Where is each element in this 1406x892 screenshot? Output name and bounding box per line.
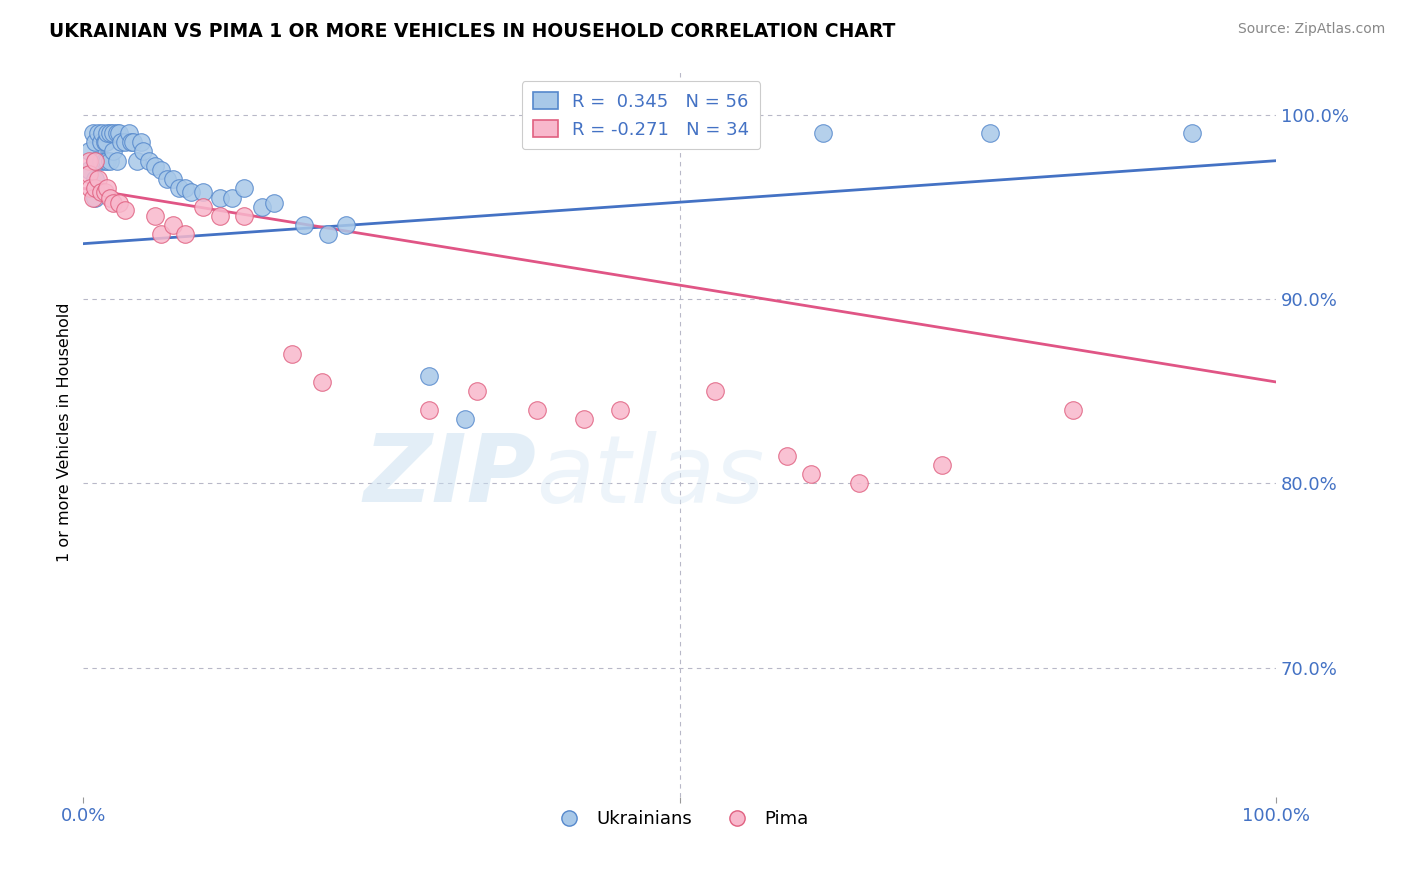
- Point: [132, 145, 155, 159]
- Point: [848, 476, 870, 491]
- Point: [526, 402, 548, 417]
- Point: [129, 135, 152, 149]
- Point: [125, 153, 148, 168]
- Point: [94, 153, 117, 168]
- Point: [90, 153, 112, 168]
- Point: [233, 209, 256, 223]
- Point: [98, 153, 121, 168]
- Point: [105, 153, 128, 168]
- Point: [117, 126, 139, 140]
- Point: [138, 153, 160, 168]
- Point: [620, 126, 643, 140]
- Point: [77, 145, 100, 159]
- Point: [143, 209, 166, 223]
- Point: [316, 227, 339, 242]
- Legend: Ukrainians, Pima: Ukrainians, Pima: [544, 803, 815, 835]
- Point: [82, 191, 104, 205]
- Point: [149, 162, 172, 177]
- Point: [77, 162, 100, 177]
- Point: [574, 412, 596, 426]
- Y-axis label: 1 or more Vehicles in Household: 1 or more Vehicles in Household: [58, 303, 72, 562]
- Point: [122, 135, 145, 149]
- Point: [120, 135, 142, 149]
- Point: [740, 126, 762, 140]
- Point: [84, 153, 107, 168]
- Point: [86, 172, 108, 186]
- Point: [800, 467, 823, 482]
- Point: [94, 185, 117, 199]
- Point: [96, 181, 118, 195]
- Point: [105, 126, 128, 140]
- Point: [609, 402, 631, 417]
- Point: [292, 219, 315, 233]
- Text: atlas: atlas: [537, 431, 765, 522]
- Point: [335, 219, 357, 233]
- Point: [84, 181, 107, 195]
- Point: [98, 126, 121, 140]
- Point: [311, 375, 333, 389]
- Point: [84, 153, 107, 168]
- Point: [281, 347, 304, 361]
- Point: [162, 172, 184, 186]
- Point: [98, 191, 121, 205]
- Point: [173, 227, 195, 242]
- Point: [979, 126, 1001, 140]
- Point: [454, 412, 477, 426]
- Point: [96, 153, 118, 168]
- Point: [90, 185, 112, 199]
- Point: [173, 181, 195, 195]
- Point: [418, 402, 440, 417]
- Point: [931, 458, 953, 472]
- Point: [191, 185, 214, 199]
- Point: [82, 126, 104, 140]
- Point: [96, 126, 118, 140]
- Point: [250, 200, 273, 214]
- Point: [101, 145, 124, 159]
- Point: [149, 227, 172, 242]
- Point: [209, 209, 232, 223]
- Point: [191, 200, 214, 214]
- Point: [101, 196, 124, 211]
- Point: [776, 449, 799, 463]
- Point: [704, 384, 727, 399]
- Point: [114, 203, 136, 218]
- Point: [77, 167, 100, 181]
- Point: [101, 126, 124, 140]
- Point: [221, 191, 243, 205]
- Point: [108, 126, 131, 140]
- Text: UKRAINIAN VS PIMA 1 OR MORE VEHICLES IN HOUSEHOLD CORRELATION CHART: UKRAINIAN VS PIMA 1 OR MORE VEHICLES IN …: [49, 22, 896, 41]
- Text: ZIP: ZIP: [364, 430, 537, 523]
- Point: [86, 126, 108, 140]
- Point: [465, 384, 488, 399]
- Point: [167, 181, 190, 195]
- Point: [84, 135, 107, 149]
- Point: [143, 159, 166, 173]
- Point: [162, 219, 184, 233]
- Point: [418, 369, 440, 384]
- Point: [1062, 402, 1084, 417]
- Text: Source: ZipAtlas.com: Source: ZipAtlas.com: [1237, 22, 1385, 37]
- Point: [263, 196, 285, 211]
- Point: [94, 135, 117, 149]
- Point: [79, 181, 101, 195]
- Point: [77, 153, 100, 168]
- Point: [110, 135, 132, 149]
- Point: [657, 126, 679, 140]
- Point: [156, 172, 179, 186]
- Point: [94, 135, 117, 149]
- Point: [180, 185, 202, 199]
- Point: [811, 126, 834, 140]
- Point: [108, 196, 131, 211]
- Point: [1181, 126, 1204, 140]
- Point: [233, 181, 256, 195]
- Point: [114, 135, 136, 149]
- Point: [84, 191, 107, 205]
- Point: [90, 135, 112, 149]
- Point: [84, 172, 107, 186]
- Point: [91, 126, 114, 140]
- Point: [209, 191, 232, 205]
